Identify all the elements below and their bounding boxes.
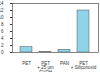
svg-text:6: 6 — [1, 29, 4, 34]
svg-text:PET+ Siliconoxid: PET+ Siliconoxid — [71, 61, 97, 71]
svg-text:12: 12 — [0, 8, 4, 13]
svg-text:10: 10 — [0, 15, 4, 20]
svg-text:PET+ 25 µmEVOH: PET+ 25 µmEVOH — [37, 61, 54, 72]
svg-text:2: 2 — [1, 43, 4, 48]
svg-text:14: 14 — [0, 1, 4, 6]
svg-text:PAN: PAN — [60, 61, 69, 66]
svg-text:PET: PET — [22, 61, 31, 66]
svg-text:8: 8 — [1, 22, 4, 27]
svg-text:4: 4 — [1, 36, 4, 41]
svg-text:0: 0 — [1, 50, 4, 55]
